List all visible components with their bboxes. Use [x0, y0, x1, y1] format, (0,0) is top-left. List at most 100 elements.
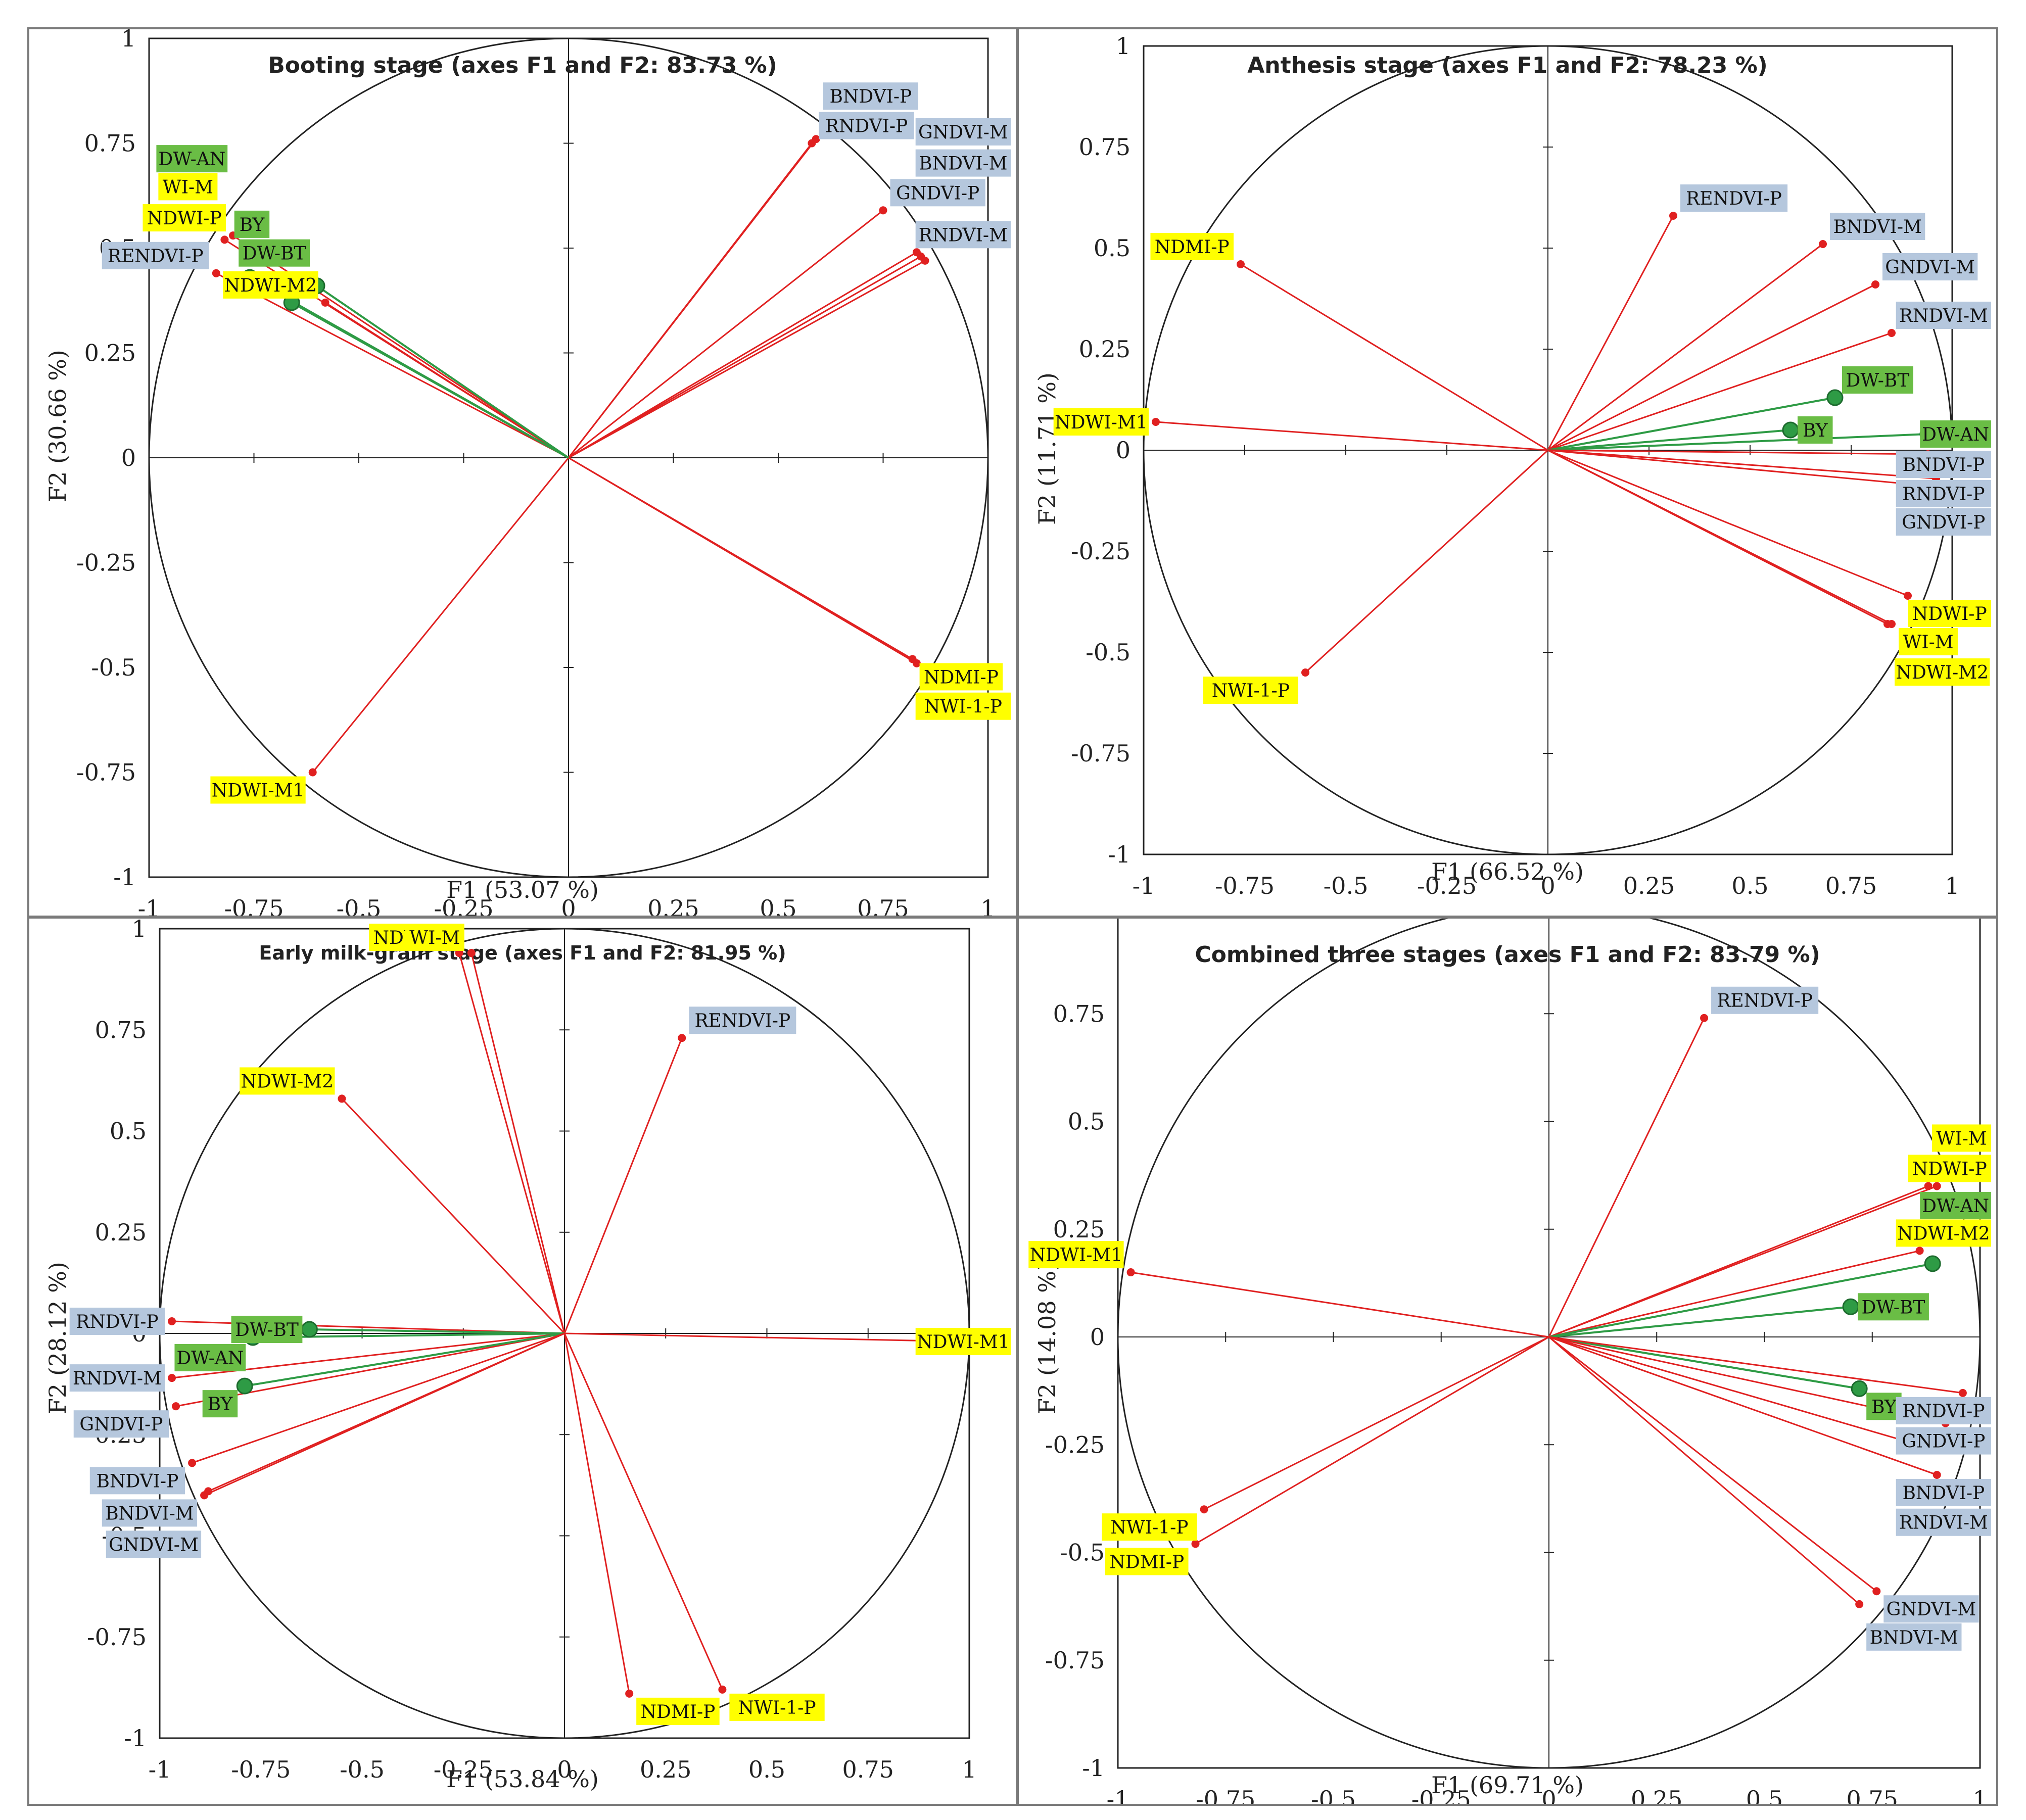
point-marker — [321, 298, 329, 307]
variable-label: NDWI-M2 — [241, 1071, 334, 1092]
variable-label: RNDVI-M — [73, 1368, 162, 1389]
chart-title: Early milk-grain stage (axes F1 and F2: … — [259, 942, 786, 964]
vector-line — [1547, 449, 1888, 625]
x-tick-label: -0.75 — [224, 895, 284, 916]
vector-line — [1547, 243, 1823, 451]
x-tick-label: 0.5 — [760, 895, 796, 916]
point-marker — [912, 659, 921, 667]
point-marker — [1883, 620, 1892, 628]
label-background — [1882, 253, 1978, 280]
variable-label: BNDVI-P — [1902, 1483, 1985, 1504]
axes: -1-1 -0.75 -0.75 -0.5 -0.5 -0.25 -0.25 0 0 0.25 0.… — [1071, 32, 1960, 899]
variable-label: BY — [1803, 420, 1828, 441]
variable-label: RNDVI-M — [1899, 306, 1988, 326]
x-axis-label: F1 (66.52 %) — [1431, 858, 1584, 885]
vector-line — [309, 1328, 565, 1334]
x-tick-label: -0.25 — [1411, 1786, 1471, 1804]
label-background — [1895, 658, 1990, 686]
panel-early-milk-grain-stage: Early milk-grain stage (axes F1 and F2: … — [27, 917, 1018, 1806]
label-background — [915, 149, 1011, 177]
x-tick-label: -0.75 — [1196, 1786, 1255, 1804]
vector-line — [1195, 1336, 1549, 1545]
vector-line — [1548, 1336, 1933, 1450]
point-marker — [168, 1317, 176, 1325]
y-tick-label: -1 — [1082, 1754, 1105, 1782]
x-tick-label: 0.75 — [1825, 872, 1877, 899]
x-tick-label: -0.5 — [337, 895, 382, 916]
x-tick-label: -0.75 — [231, 1756, 291, 1783]
label-background — [1920, 420, 1991, 448]
variable-label: DW-AN — [158, 149, 225, 170]
point-marker — [1958, 1388, 1967, 1397]
vector-line — [175, 1332, 565, 1407]
vector-line — [568, 256, 921, 459]
label-background — [1896, 508, 1991, 536]
y-tick-label: 0.75 — [1079, 133, 1130, 161]
label-background — [1931, 1124, 1991, 1152]
x-tick-label: -0.5 — [1311, 1786, 1356, 1804]
y-tick-label: -0.75 — [87, 1623, 147, 1651]
scatter-plot-booting: -1-1 -0.75 -0.75 -0.5 -0.5 -0.25 -0.25 0 0 0.25 0.… — [76, 29, 1011, 916]
label-background — [1896, 1508, 1991, 1536]
chart-title: Combined three stages (axes F1 and F2: 8… — [1195, 942, 1820, 968]
vector-line — [244, 1332, 565, 1387]
variable-label: RNDVI-M — [919, 225, 1008, 246]
label-background — [143, 204, 226, 232]
x-tick-label: -1 — [1107, 1786, 1129, 1804]
vector-line — [341, 1098, 566, 1334]
variable-label: GNDVI-M — [1885, 257, 1975, 278]
label-background — [223, 271, 318, 299]
variable-label: BNDVI-P — [97, 1471, 179, 1492]
vector-line — [1548, 1185, 1938, 1338]
variable-label: DW-AN — [1922, 424, 1989, 445]
point-marker — [188, 1459, 197, 1467]
label-background — [636, 1697, 720, 1725]
variable-label: BNDVI-M — [105, 1503, 194, 1524]
point-marker — [625, 1689, 634, 1698]
point-marker — [1855, 1600, 1864, 1608]
point-marker — [718, 1685, 727, 1694]
chart-title: Anthesis stage (axes F1 and F2: 78.23 %) — [1247, 53, 1768, 78]
y-tick-label: -0.5 — [91, 654, 136, 681]
label-background — [231, 1315, 303, 1343]
point-marker — [879, 206, 887, 215]
point-marker — [308, 768, 317, 777]
vector-line — [1547, 449, 1908, 597]
vector-line — [1547, 429, 1791, 451]
dw-point-marker — [1782, 421, 1799, 439]
y-tick-label: 0.5 — [1068, 1108, 1105, 1135]
y-tick-label: -1 — [113, 864, 136, 891]
variable-label: NDWI-M1 — [1055, 412, 1148, 433]
vector-line — [316, 285, 570, 459]
point-marker — [1126, 1268, 1135, 1277]
variable-label: WI-M — [1936, 1128, 1987, 1149]
point-marker — [1669, 212, 1677, 220]
label-background — [729, 1693, 825, 1721]
variable-label: NDWI-M1 — [1030, 1245, 1123, 1266]
x-tick-label: 0.5 — [748, 1756, 785, 1783]
x-tick-label: 1 — [1972, 1786, 1987, 1804]
label-background — [1842, 366, 1913, 394]
y-tick-label: -0.75 — [1071, 740, 1130, 767]
x-tick-label: 1 — [962, 1756, 976, 1783]
vector-line — [216, 272, 569, 459]
variable-label: WI-M — [1903, 632, 1953, 653]
vector-line — [568, 210, 884, 459]
variable-label: NWI-1-P — [738, 1698, 816, 1718]
axes: -1-1 -0.75 -0.75 -0.5 -0.5 -0.25 -0.25 0 0 0.25 0.… — [1045, 919, 1988, 1804]
vector-line — [568, 457, 917, 664]
x-tick-label: -0.75 — [1215, 872, 1275, 899]
point-marker — [212, 269, 220, 277]
label-background — [89, 1467, 185, 1495]
vector-line — [1547, 397, 1835, 451]
x-tick-label: 0 — [1541, 1786, 1556, 1804]
variable-label: NWI-1-P — [1212, 681, 1290, 701]
label-background — [1866, 1393, 1902, 1420]
x-tick-label: 0.25 — [647, 895, 699, 916]
vector-line — [1547, 215, 1674, 451]
variable-label: NDWI-M1 — [212, 780, 305, 801]
label-background — [240, 1067, 335, 1095]
x-tick-label: 1 — [1945, 872, 1959, 899]
y-tick-label: 1 — [132, 919, 147, 942]
